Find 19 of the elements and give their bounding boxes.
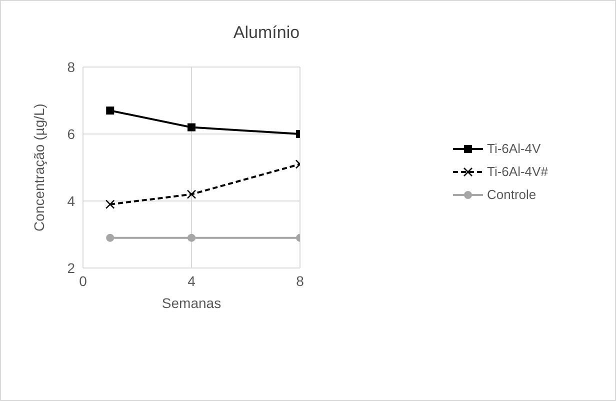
point [106,106,114,115]
point [105,200,115,209]
y-tick-label: 8 [67,58,76,75]
legend-label: Controle [487,187,536,202]
point [106,234,114,242]
legend-label: Ti-6Al-4V# [487,164,548,179]
point [188,234,196,242]
legend-label: Ti-6Al-4V [487,141,541,156]
y-axis-title: Concentração (µg/L) [30,104,47,232]
x-axis-title: Semanas [162,295,222,311]
x-tick-label: 8 [296,272,304,289]
point [188,123,196,132]
x-tick-label: 4 [188,272,196,289]
y-tick-label: 6 [67,126,76,142]
chart-title: Alumínio [232,23,301,43]
y-tick-label: 4 [67,192,76,209]
x-tick-label: 0 [79,272,88,289]
y-tick-label: 2 [67,260,76,276]
point [186,190,196,199]
